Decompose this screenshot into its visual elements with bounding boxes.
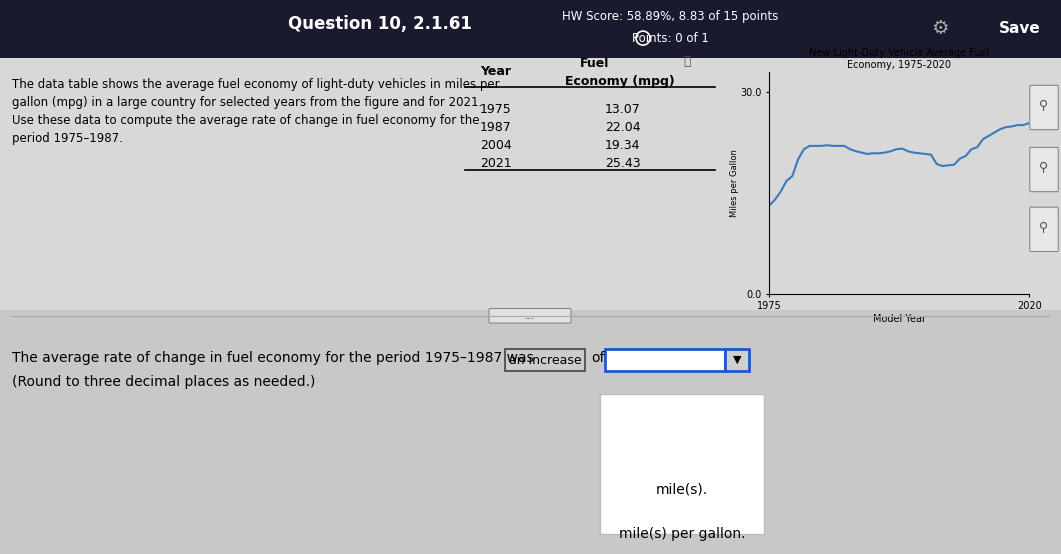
Text: ›: › xyxy=(449,17,455,32)
Text: 22.04: 22.04 xyxy=(605,121,641,134)
Text: period 1975–1987.: period 1975–1987. xyxy=(12,132,123,145)
Text: Economy (mpg): Economy (mpg) xyxy=(566,75,675,88)
Text: 25.43: 25.43 xyxy=(605,157,641,170)
Text: The average rate of change in fuel economy for the period 1975–1987 was: The average rate of change in fuel econo… xyxy=(12,351,534,365)
Text: ⚲: ⚲ xyxy=(1040,220,1048,234)
Bar xyxy=(725,349,749,371)
Text: Save: Save xyxy=(999,20,1041,35)
Text: ‹: ‹ xyxy=(325,17,331,32)
FancyBboxPatch shape xyxy=(489,309,571,323)
Text: gallon (mpg) in a large country for selected years from the figure and for 2021.: gallon (mpg) in a large country for sele… xyxy=(12,96,483,109)
Text: Use these data to compute the average rate of change in fuel economy for the: Use these data to compute the average ra… xyxy=(12,114,480,127)
Title: New Light-Duty Vehicle Average Fuel
Economy, 1975-2020: New Light-Duty Vehicle Average Fuel Econ… xyxy=(808,48,990,70)
Text: mile(s) per gallon.: mile(s) per gallon. xyxy=(619,527,745,541)
Text: ...: ... xyxy=(525,311,535,321)
Text: Year: Year xyxy=(480,65,511,78)
Text: 1975: 1975 xyxy=(480,103,511,116)
Text: (Round to three decimal places as needed.): (Round to three decimal places as needed… xyxy=(12,375,315,389)
Text: 2004: 2004 xyxy=(480,139,511,152)
X-axis label: Model Year: Model Year xyxy=(873,314,925,324)
FancyBboxPatch shape xyxy=(1030,85,1058,130)
Y-axis label: Miles per Gallon: Miles per Gallon xyxy=(730,149,738,217)
Text: The data table shows the average fuel economy of light-duty vehicles in miles pe: The data table shows the average fuel ec… xyxy=(12,78,500,91)
Text: 2021: 2021 xyxy=(480,157,511,170)
Text: of: of xyxy=(591,351,605,365)
Text: Points: 0 of 1: Points: 0 of 1 xyxy=(631,32,709,45)
Bar xyxy=(605,349,725,371)
Text: ⚲: ⚲ xyxy=(1040,99,1048,112)
FancyBboxPatch shape xyxy=(1030,207,1058,252)
Text: HW Score: 58.89%, 8.83 of 15 points: HW Score: 58.89%, 8.83 of 15 points xyxy=(562,9,778,23)
Text: 19.34: 19.34 xyxy=(605,139,641,152)
Text: ⧉: ⧉ xyxy=(683,55,691,68)
Text: 13.07: 13.07 xyxy=(605,103,641,116)
Bar xyxy=(505,349,585,371)
Text: ⚲: ⚲ xyxy=(1040,161,1048,174)
Text: mile(s).: mile(s). xyxy=(656,482,708,496)
Text: 1987: 1987 xyxy=(480,121,511,134)
Bar xyxy=(601,394,764,534)
Text: an increase: an increase xyxy=(508,353,581,367)
Text: ⚙: ⚙ xyxy=(932,19,949,38)
Text: Question 10, 2.1.61: Question 10, 2.1.61 xyxy=(289,15,472,33)
FancyBboxPatch shape xyxy=(1030,147,1058,192)
Text: Fuel: Fuel xyxy=(580,57,609,70)
Text: ▼: ▼ xyxy=(733,355,742,365)
